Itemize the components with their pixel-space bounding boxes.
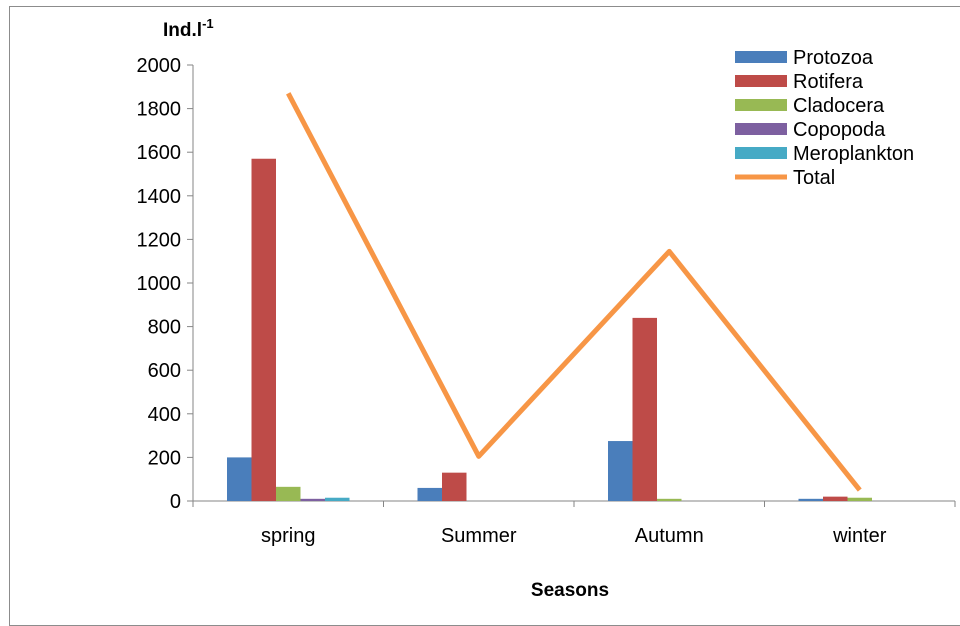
bar-rotifera [632, 317, 657, 501]
legend-swatch-meroplankton [735, 147, 787, 159]
y-tick-label: 1000 [137, 273, 182, 295]
bar-cladocera [847, 497, 872, 501]
x-tick-label: spring [261, 525, 315, 547]
legend: ProtozoaRotiferaCladoceraCopopodaMeropla… [735, 47, 914, 189]
y-axis-title-superscript: -1 [202, 16, 214, 31]
y-tick-label: 1200 [137, 229, 182, 251]
bar-rotifera [823, 496, 848, 501]
bar-rotifera [251, 158, 276, 502]
x-tick-label: Summer [441, 525, 517, 547]
bar-cladocera [276, 486, 301, 501]
y-tick-label: 600 [148, 360, 181, 382]
legend-swatch-cladocera [735, 99, 787, 111]
bar-protozoa [227, 457, 252, 501]
y-tick-label: 0 [170, 491, 181, 513]
legend-swatch-rotifera [735, 75, 787, 87]
y-tick-label: 2000 [137, 55, 182, 77]
bar-rotifera [442, 472, 467, 501]
y-tick-label: 400 [148, 404, 181, 426]
y-tick-label: 1400 [137, 186, 182, 208]
x-axis-title: Seasons [531, 580, 609, 601]
legend-swatch-copopoda [735, 123, 787, 135]
bar-protozoa [608, 441, 633, 501]
legend-label-rotifera: Rotifera [793, 71, 864, 93]
y-tick-label: 800 [148, 317, 181, 339]
y-tick-label: 1800 [137, 99, 182, 121]
legend-swatch-protozoa [735, 51, 787, 63]
total-line [286, 92, 862, 492]
bar-copopoda [300, 498, 325, 501]
y-tick-label: 200 [148, 447, 181, 469]
legend-label-cladocera: Cladocera [793, 95, 885, 117]
y-axis: 0 200 400 600 800 1000 1200 1400 1600 1800 2000 [137, 55, 194, 513]
legend-label-meroplankton: Meroplankton [793, 143, 914, 165]
bars [227, 158, 872, 502]
x-axis: spring Summer Autumn winter [192, 500, 956, 547]
total-line-group [286, 92, 862, 492]
y-axis-title: Ind.l-1 [163, 16, 214, 41]
x-tick-label: Autumn [635, 525, 704, 547]
bar-protozoa [417, 487, 442, 501]
legend-label-total: Total [793, 167, 835, 189]
legend-label-protozoa: Protozoa [793, 47, 874, 69]
bar-cladocera [657, 498, 682, 501]
legend-label-copopoda: Copopoda [793, 119, 886, 141]
y-axis-title-main: Ind.l [163, 20, 202, 41]
bar-protozoa [798, 498, 823, 501]
x-tick-label: winter [832, 525, 887, 547]
y-tick-label: 1600 [137, 142, 182, 164]
bar-meroplankton [325, 497, 350, 501]
